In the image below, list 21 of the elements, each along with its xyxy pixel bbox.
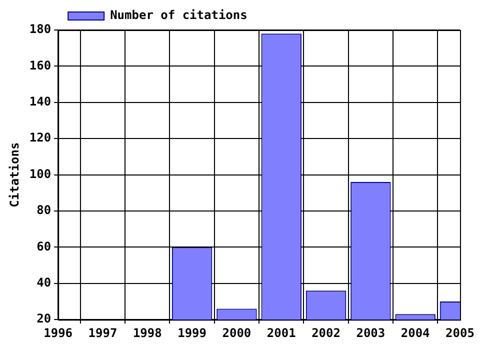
y-tick-label: 180 (29, 22, 52, 36)
x-tick-label: 1999 (178, 326, 206, 340)
y-tick-label: 20 (36, 312, 52, 326)
y-axis-title: Citations (7, 142, 22, 208)
x-tick-label: 2002 (312, 326, 340, 340)
x-tick-label: 1996 (44, 326, 73, 340)
x-tick-label: 2005 (446, 326, 474, 340)
y-tick-label: 120 (29, 130, 52, 145)
y-tick-label: 100 (29, 166, 52, 181)
x-tick-label: 1997 (88, 326, 118, 340)
legend-label: Number of citations (110, 8, 248, 22)
x-tick-label: 2004 (400, 326, 430, 340)
y-tick-label: 80 (36, 203, 52, 218)
x-tick-label: 2001 (266, 326, 296, 340)
y-tick-label: 140 (29, 94, 52, 109)
y-tick-label: 160 (29, 58, 52, 72)
x-tick-label: 1998 (132, 326, 162, 340)
y-tick-label: 40 (36, 276, 52, 290)
x-tick-label: 2003 (356, 326, 386, 340)
y-tick-label: 60 (36, 239, 52, 254)
x-tick-label: 2000 (222, 326, 252, 340)
